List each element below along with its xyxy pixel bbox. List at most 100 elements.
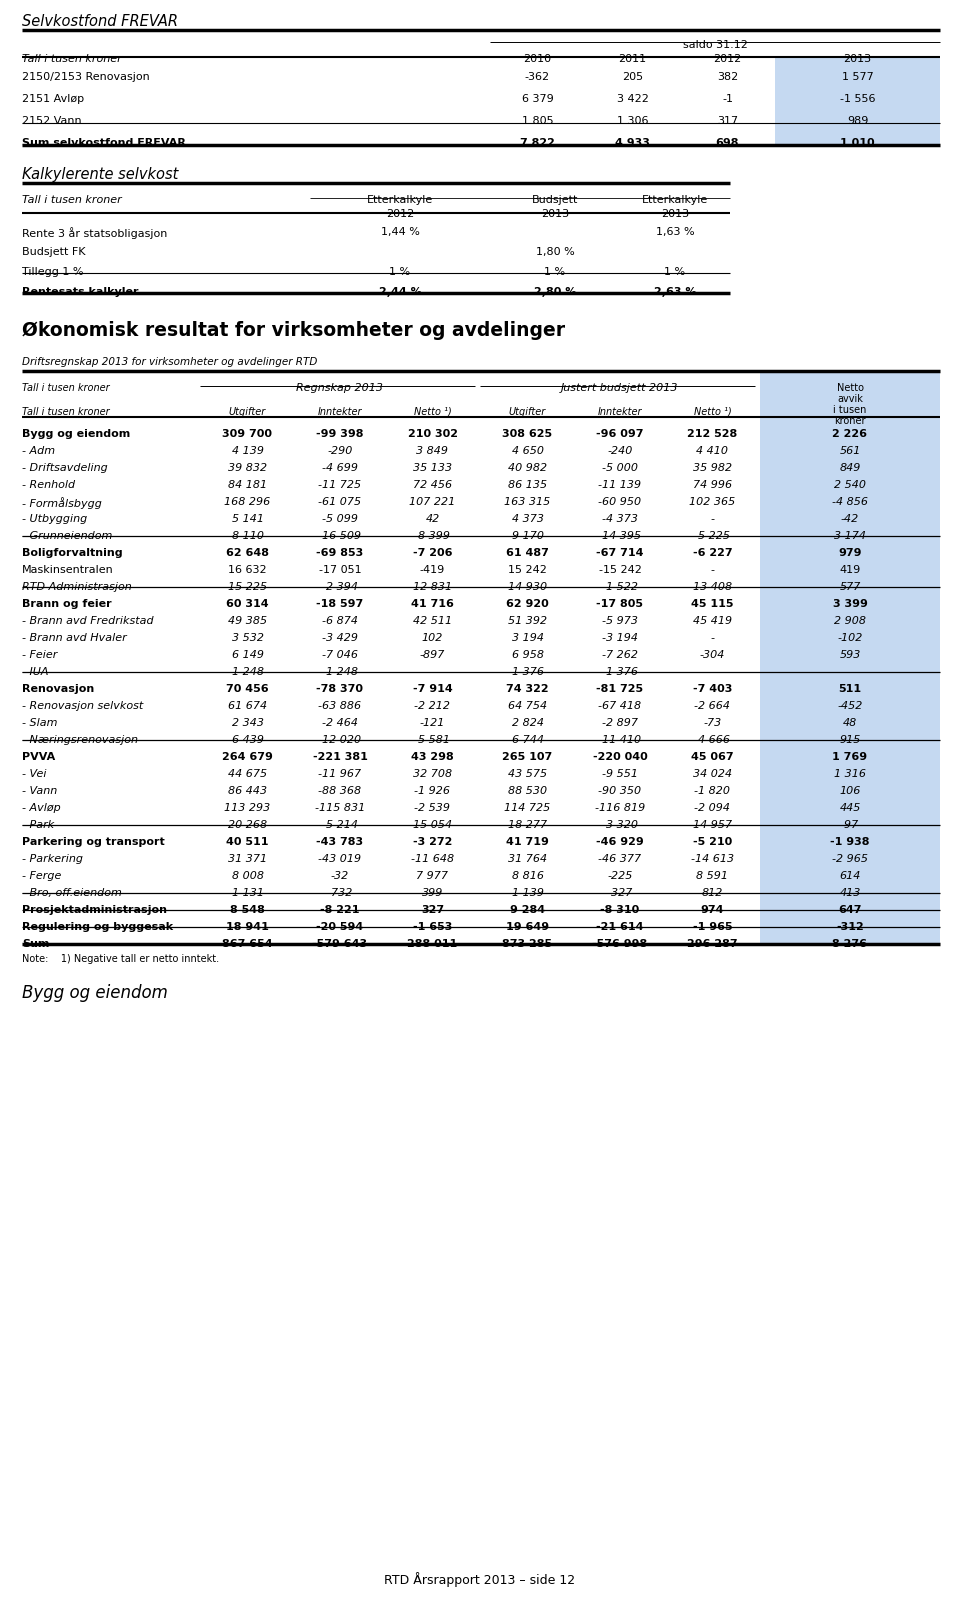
Text: 61 674: 61 674 [228, 702, 267, 711]
Text: 12 831: 12 831 [413, 582, 452, 593]
Text: - Næringsrenovasjon: - Næringsrenovasjon [22, 735, 138, 745]
Text: Justert budsjett 2013: Justert budsjett 2013 [562, 383, 679, 392]
Text: -2 965: -2 965 [832, 854, 868, 863]
Text: 1 010: 1 010 [840, 138, 875, 147]
Text: 1 316: 1 316 [834, 769, 866, 779]
Text: 70 456: 70 456 [227, 684, 269, 694]
Text: 9 284: 9 284 [510, 905, 545, 915]
Text: 72 456: 72 456 [413, 481, 452, 490]
Text: -327: -327 [608, 888, 633, 899]
Text: 2152 Vann: 2152 Vann [22, 115, 82, 127]
Text: Regulering og byggesak: Regulering og byggesak [22, 923, 173, 932]
Text: 45 115: 45 115 [691, 599, 733, 609]
Text: RTD Administrasjon: RTD Administrasjon [22, 582, 132, 593]
Text: - Park: - Park [22, 820, 55, 830]
Bar [775, 58, 940, 78]
Text: -46 929: -46 929 [596, 836, 644, 847]
Text: 41 716: 41 716 [411, 599, 454, 609]
Text: Tillegg 1 %: Tillegg 1 % [22, 268, 84, 277]
Text: 812: 812 [702, 888, 723, 899]
Text: 20 268: 20 268 [228, 820, 267, 830]
Text: 34 024: 34 024 [693, 769, 732, 779]
Text: -102: -102 [837, 633, 863, 642]
Text: 19 649: 19 649 [506, 923, 549, 932]
Text: -419: -419 [420, 566, 445, 575]
Text: 16 632: 16 632 [228, 566, 267, 575]
Text: - Avløp: - Avløp [22, 803, 60, 812]
Text: 114 725: 114 725 [504, 803, 551, 812]
Bar [760, 910, 940, 928]
Text: -: - [848, 666, 852, 678]
Text: 419: 419 [839, 566, 860, 575]
Bar [760, 586, 940, 604]
Text: 2 908: 2 908 [834, 617, 866, 626]
Text: 31 764: 31 764 [508, 854, 547, 863]
Text: -: - [710, 666, 714, 678]
Text: Parkering og transport: Parkering og transport [22, 836, 165, 847]
Text: 44 675: 44 675 [228, 769, 267, 779]
Bar [760, 671, 940, 689]
Text: -: - [710, 514, 714, 524]
Text: 1 805: 1 805 [521, 115, 553, 127]
Text: 62 648: 62 648 [226, 548, 269, 557]
Text: 1 376: 1 376 [512, 666, 543, 678]
Text: 4 139: 4 139 [231, 445, 263, 457]
Text: 5 141: 5 141 [231, 514, 263, 524]
Text: -: - [430, 666, 435, 678]
Text: 2010: 2010 [523, 54, 552, 64]
Text: 445: 445 [839, 803, 861, 812]
Bar [760, 485, 940, 501]
Text: 7 822: 7 822 [520, 138, 555, 147]
Text: 107 221: 107 221 [409, 497, 456, 506]
Text: 32 708: 32 708 [413, 769, 452, 779]
Text: -312: -312 [836, 923, 864, 932]
Text: -16 509: -16 509 [319, 530, 362, 541]
Text: 979: 979 [838, 548, 862, 557]
Text: 8 816: 8 816 [512, 871, 543, 881]
Text: 327: 327 [420, 905, 444, 915]
Text: RTD Årsrapport 2013 – side 12: RTD Årsrapport 2013 – side 12 [384, 1572, 576, 1588]
Text: -90 350: -90 350 [598, 787, 641, 796]
Text: -81 725: -81 725 [596, 684, 643, 694]
Text: i tusen: i tusen [833, 405, 867, 415]
Text: avvik: avvik [837, 394, 863, 404]
Text: -14 395: -14 395 [598, 530, 641, 541]
Text: -18 597: -18 597 [317, 599, 364, 609]
Text: 6 744: 6 744 [512, 735, 543, 745]
Text: 3 422: 3 422 [616, 95, 648, 104]
Text: 308 625: 308 625 [502, 429, 553, 439]
Text: 413: 413 [839, 888, 861, 899]
Text: 8 110: 8 110 [231, 530, 263, 541]
Text: -6 874: -6 874 [322, 617, 358, 626]
Text: 2 343: 2 343 [231, 718, 263, 727]
Text: 698: 698 [716, 138, 739, 147]
Text: 86 135: 86 135 [508, 481, 547, 490]
Text: 8 548: 8 548 [230, 905, 265, 915]
Text: 14 930: 14 930 [508, 582, 547, 593]
Bar [760, 537, 940, 553]
Text: 989: 989 [847, 115, 868, 127]
Text: 64 754: 64 754 [508, 702, 547, 711]
Text: 35 133: 35 133 [413, 463, 452, 473]
Text: Prosjektadministrasjon: Prosjektadministrasjon [22, 905, 167, 915]
Text: Driftsregnskap 2013 for virksomheter og avdelinger RTD: Driftsregnskap 2013 for virksomheter og … [22, 357, 318, 367]
Text: 205: 205 [622, 72, 643, 82]
Text: Renovasjon: Renovasjon [22, 684, 94, 694]
Text: -897: -897 [420, 650, 445, 660]
Text: 210 302: 210 302 [407, 429, 458, 439]
Text: -97: -97 [841, 820, 859, 830]
Bar [760, 859, 940, 876]
Text: -3 272: -3 272 [413, 836, 452, 847]
Text: -1 926: -1 926 [415, 787, 450, 796]
Text: -42: -42 [841, 514, 859, 524]
Text: 15 225: 15 225 [228, 582, 267, 593]
Bar [760, 553, 940, 570]
Text: 15 054: 15 054 [413, 820, 452, 830]
Text: -1 248: -1 248 [322, 666, 358, 678]
Text: Note:    1) Negative tall er netto inntekt.: Note: 1) Negative tall er netto inntekt. [22, 955, 219, 964]
Bar [760, 892, 940, 910]
Text: - Grunneiendom: - Grunneiendom [22, 530, 112, 541]
Text: 48: 48 [843, 718, 857, 727]
Text: 3 399: 3 399 [832, 599, 868, 609]
Text: Tall i tusen kroner: Tall i tusen kroner [22, 195, 122, 205]
